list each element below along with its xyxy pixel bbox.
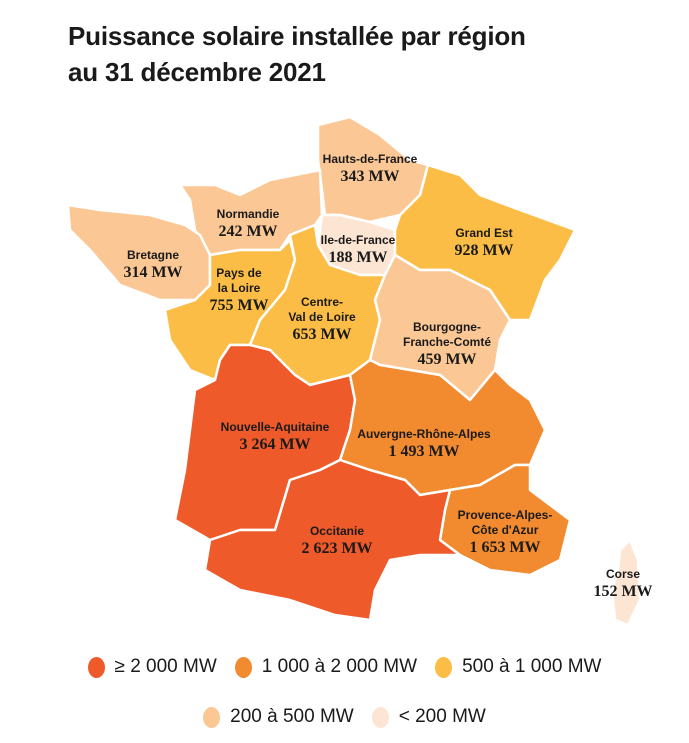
region-corse xyxy=(610,538,642,627)
region-label: Centre- Val de Loire 653 MW xyxy=(288,295,355,345)
region-name: Bretagne xyxy=(126,248,180,262)
map-title: Puissance solaire installée par région a… xyxy=(68,18,526,90)
region-label: Grand Est 928 MW xyxy=(454,226,513,261)
region-value: 1 493 MW xyxy=(388,443,460,460)
legend-item: < 200 MW xyxy=(371,706,486,728)
region-name: Ile-de-France xyxy=(320,233,396,247)
region-label: Corse 152 MW xyxy=(593,567,652,602)
region-label: Occitanie 2 623 MW xyxy=(301,524,372,559)
region-value: 653 MW xyxy=(292,326,352,343)
region-label: Bretagne 314 MW xyxy=(123,248,182,283)
region-label: Auvergne-Rhône-Alpes 1 493 MW xyxy=(357,427,490,462)
region-value: 2 623 MW xyxy=(301,540,373,557)
region-value: 928 MW xyxy=(454,242,514,259)
title-line-2: au 31 décembre 2021 xyxy=(68,57,326,87)
legend-item: ≥ 2 000 MW xyxy=(87,656,217,678)
region-value: 343 MW xyxy=(340,168,400,185)
legend-item: 500 à 1 000 MW xyxy=(435,656,601,678)
legend-row-2: 200 à 500 MW < 200 MW xyxy=(0,706,689,728)
region-name: Centre- Val de Loire xyxy=(288,295,356,324)
region-label: Normandie 242 MW xyxy=(217,207,280,242)
region-label: Hauts-de-France 343 MW xyxy=(323,152,418,187)
region-value: 1 653 MW xyxy=(469,539,541,556)
region-name: Nouvelle-Aquitaine xyxy=(220,420,330,434)
region-name: Occitanie xyxy=(309,524,365,538)
legend-swatch xyxy=(234,656,252,678)
region-name: Hauts-de-France xyxy=(322,152,418,166)
region-name: Normandie xyxy=(216,207,280,221)
region-label: Nouvelle-Aquitaine 3 264 MW xyxy=(221,420,330,455)
region-occitanie xyxy=(203,458,462,622)
region-label: Pays de la Loire 755 MW xyxy=(209,266,268,316)
legend-item: 200 à 500 MW xyxy=(203,706,354,728)
legend-swatch xyxy=(87,656,105,678)
region-name: Bourgogne- Franche-Comté xyxy=(402,320,492,349)
legend-swatch xyxy=(371,706,389,728)
region-label: Ile-de-France 188 MW xyxy=(321,233,396,268)
region-value: 152 MW xyxy=(593,583,653,600)
legend-swatch xyxy=(435,656,453,678)
region-name: Grand Est xyxy=(455,226,513,240)
region-value: 459 MW xyxy=(417,351,477,368)
region-label: Bourgogne- Franche-Comté 459 MW xyxy=(403,320,491,370)
region-name: Corse xyxy=(605,567,641,581)
region-name: Provence-Alpes- Côte d'Azur xyxy=(457,508,553,537)
legend-swatch xyxy=(203,706,221,728)
region-value: 314 MW xyxy=(123,264,183,281)
title-line-1: Puissance solaire installée par région xyxy=(68,21,526,51)
legend-item: 1 000 à 2 000 MW xyxy=(234,656,417,678)
region-label: Provence-Alpes- Côte d'Azur 1 653 MW xyxy=(458,508,553,558)
region-name: Pays de la Loire xyxy=(216,266,262,295)
region-value: 188 MW xyxy=(328,249,388,266)
region-value: 755 MW xyxy=(209,297,269,314)
region-value: 3 264 MW xyxy=(239,436,311,453)
region-value: 242 MW xyxy=(218,223,278,240)
legend-row-1: ≥ 2 000 MW 1 000 à 2 000 MW 500 à 1 000 … xyxy=(0,656,689,678)
region-name: Auvergne-Rhône-Alpes xyxy=(357,427,491,441)
